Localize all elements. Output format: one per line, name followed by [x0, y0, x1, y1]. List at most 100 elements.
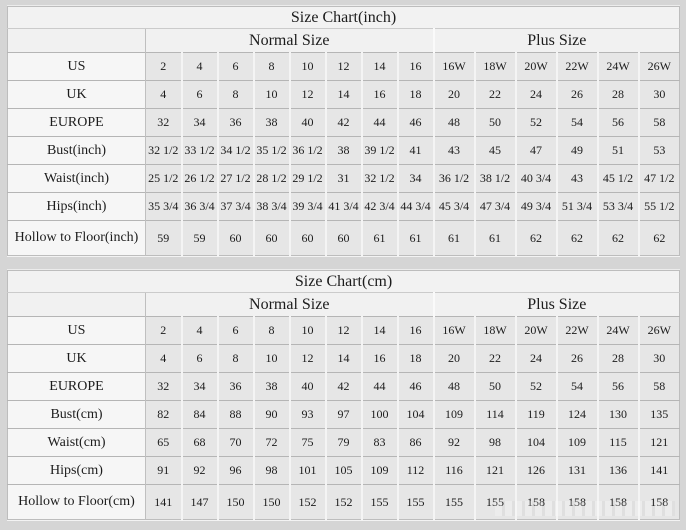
size-value-cell: 28 1/2	[252, 164, 290, 193]
size-value-cell: 29 1/2	[288, 164, 326, 193]
size-value-cell: 6	[180, 344, 218, 373]
size-value-cell: 34	[180, 108, 218, 137]
size-value-cell: 42	[324, 108, 362, 137]
size-value-cell: 38	[252, 108, 290, 137]
size-value-cell: 2	[145, 316, 182, 345]
size-value-cell: 79	[324, 428, 362, 457]
size-value-cell: 39 3/4	[288, 192, 326, 221]
row-label: US	[7, 316, 146, 345]
size-value-cell: 4	[145, 344, 182, 373]
size-value-cell: 53	[637, 136, 680, 165]
row-label: Bust(inch)	[7, 136, 146, 165]
size-value-cell: 45 3/4	[432, 192, 475, 221]
size-value-cell: 116	[432, 456, 475, 485]
size-value-cell: 91	[145, 456, 182, 485]
size-value-cell: 35 3/4	[145, 192, 182, 221]
size-value-cell: 130	[596, 400, 639, 429]
size-value-cell: 68	[180, 428, 218, 457]
size-value-cell: 12	[288, 80, 326, 109]
size-value-cell: 27 1/2	[216, 164, 254, 193]
row-label: Waist(cm)	[7, 428, 146, 457]
size-value-cell: 158	[514, 484, 557, 520]
size-value-cell: 12	[288, 344, 326, 373]
size-value-cell: 59	[145, 220, 182, 256]
size-value-cell: 56	[596, 372, 639, 401]
size-value-cell: 155	[360, 484, 398, 520]
size-chart-table: Size Chart(cm) Normal Size Plus Size US 2 4 6 8…	[7, 270, 681, 520]
table-row: Waist(inch) 25 1/2 26 1/2 27 1/2 28 1/2 29 1/…	[7, 164, 680, 193]
size-value-cell: 124	[555, 400, 598, 429]
size-value-cell: 26	[555, 344, 598, 373]
size-value-cell: 38 3/4	[252, 192, 290, 221]
size-value-cell: 136	[596, 456, 639, 485]
size-value-cell: 47 1/2	[637, 164, 680, 193]
row-label: Waist(inch)	[7, 164, 146, 193]
row-label: EUROPE	[7, 108, 146, 137]
size-value-cell: 50	[473, 372, 516, 401]
size-value-cell: 49 3/4	[514, 192, 557, 221]
size-value-cell: 155	[432, 484, 475, 520]
table-gap	[7, 256, 679, 270]
size-value-cell: 6	[216, 316, 254, 345]
size-value-cell: 48	[432, 108, 475, 137]
table-row: Hollow to Floor(inch) 59 59 60 60 60 60 61 61 61 6…	[7, 220, 680, 256]
size-value-cell: 36 3/4	[180, 192, 218, 221]
size-value-cell: 40	[288, 108, 326, 137]
table-row: Bust(inch) 32 1/2 33 1/2 34 1/2 35 1/2 36 1/2…	[7, 136, 680, 165]
size-value-cell: 115	[596, 428, 639, 457]
size-value-cell: 43	[555, 164, 598, 193]
size-value-cell: 60	[252, 220, 290, 256]
size-value-cell: 61	[360, 220, 398, 256]
size-value-cell: 8	[252, 52, 290, 81]
size-value-cell: 47 3/4	[473, 192, 516, 221]
size-value-cell: 10	[252, 80, 290, 109]
size-value-cell: 30	[637, 80, 680, 109]
size-value-cell: 141	[145, 484, 182, 520]
row-label: Hips(cm)	[7, 456, 146, 485]
size-value-cell: 41 3/4	[324, 192, 362, 221]
size-value-cell: 26W	[637, 316, 680, 345]
size-value-cell: 38 1/2	[473, 164, 516, 193]
size-chart-cm-block: Size Chart(cm) Normal Size Plus Size US 2 4 6 8…	[7, 270, 681, 520]
size-value-cell: 45	[473, 136, 516, 165]
size-value-cell: 98	[252, 456, 290, 485]
size-value-cell: 92	[180, 456, 218, 485]
size-value-cell: 46	[396, 108, 434, 137]
size-value-cell: 12	[324, 316, 362, 345]
size-value-cell: 114	[473, 400, 516, 429]
size-value-cell: 31	[324, 164, 362, 193]
size-value-cell: 20W	[514, 316, 557, 345]
size-value-cell: 36	[216, 108, 254, 137]
table-row: US 2 4 6 8 10 12 14 16 16W 18W 20W 22W 24W 26W	[7, 52, 680, 81]
size-value-cell: 36 1/2	[432, 164, 475, 193]
size-value-cell: 52	[514, 372, 557, 401]
size-value-cell: 26	[555, 80, 598, 109]
row-label: UK	[7, 344, 146, 373]
corner-cell	[7, 292, 146, 317]
size-value-cell: 24	[514, 80, 557, 109]
size-value-cell: 126	[514, 456, 557, 485]
size-value-cell: 93	[288, 400, 326, 429]
size-value-cell: 16	[396, 52, 434, 81]
size-value-cell: 49	[555, 136, 598, 165]
size-value-cell: 53 3/4	[596, 192, 639, 221]
size-value-cell: 20	[432, 344, 475, 373]
size-value-cell: 54	[555, 372, 598, 401]
column-group-plus-size: Plus Size	[432, 292, 680, 317]
size-value-cell: 135	[637, 400, 680, 429]
size-value-cell: 18W	[473, 52, 516, 81]
size-value-cell: 60	[324, 220, 362, 256]
size-value-cell: 16	[360, 80, 398, 109]
size-value-cell: 34	[180, 372, 218, 401]
size-value-cell: 36	[216, 372, 254, 401]
size-chart-table: Size Chart(inch) Normal Size Plus Size US 2 4…	[7, 6, 681, 256]
size-value-cell: 44	[360, 372, 398, 401]
size-value-cell: 62	[555, 220, 598, 256]
size-value-cell: 83	[360, 428, 398, 457]
size-value-cell: 22W	[555, 52, 598, 81]
size-value-cell: 22	[473, 344, 516, 373]
size-value-cell: 18	[396, 344, 434, 373]
size-value-cell: 12	[324, 52, 362, 81]
size-value-cell: 121	[637, 428, 680, 457]
size-value-cell: 109	[555, 428, 598, 457]
